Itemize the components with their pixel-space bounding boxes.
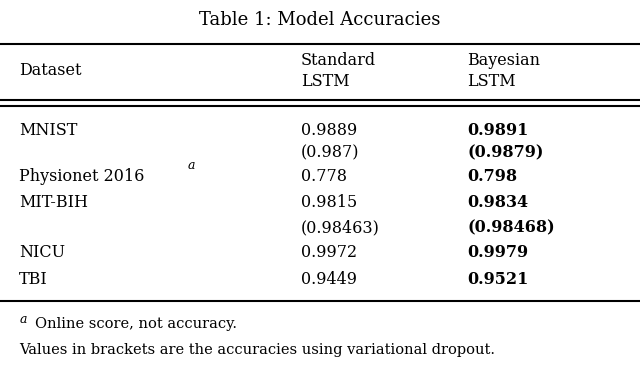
Text: (0.98468): (0.98468) [467,219,555,236]
Text: TBI: TBI [19,271,48,288]
Text: Bayesian
LSTM: Bayesian LSTM [467,52,540,90]
Text: Standard
LSTM: Standard LSTM [301,52,376,90]
Text: a: a [19,313,27,326]
Text: 0.798: 0.798 [467,168,517,185]
Text: (0.98463): (0.98463) [301,219,380,236]
Text: 0.9889: 0.9889 [301,122,357,139]
Text: 0.778: 0.778 [301,168,347,185]
Text: NICU: NICU [19,244,65,261]
Text: Online score, not accuracy.: Online score, not accuracy. [35,317,237,331]
Text: 0.9834: 0.9834 [467,195,529,211]
Text: 0.9815: 0.9815 [301,195,357,211]
Text: Physionet 2016: Physionet 2016 [19,168,150,185]
Text: 0.9521: 0.9521 [467,271,529,288]
Text: 0.9891: 0.9891 [467,122,529,139]
Text: MIT-BIH: MIT-BIH [19,195,88,211]
Text: Table 1: Model Accuracies: Table 1: Model Accuracies [199,11,441,29]
Text: (0.987): (0.987) [301,145,359,162]
Text: 0.9972: 0.9972 [301,244,357,261]
Text: 0.9979: 0.9979 [467,244,529,261]
Text: (0.9879): (0.9879) [467,145,543,162]
Text: MNIST: MNIST [19,122,77,139]
Text: a: a [188,159,195,172]
Text: Values in brackets are the accuracies using variational dropout.: Values in brackets are the accuracies us… [19,344,495,357]
Text: Dataset: Dataset [19,62,82,79]
Text: 0.9449: 0.9449 [301,271,357,288]
